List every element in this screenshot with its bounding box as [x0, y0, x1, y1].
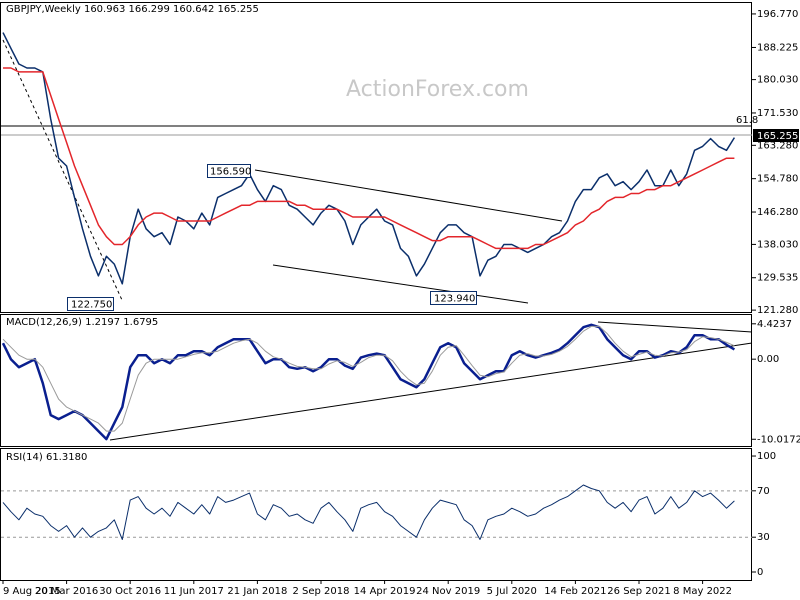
- y-tick-label: 0: [757, 567, 763, 578]
- watermark: ActionForex.com: [346, 77, 529, 102]
- y-tick-label: 171.530: [757, 108, 798, 119]
- annotation-box: [67, 297, 114, 311]
- x-tick-label: 26 Sep 2021: [607, 586, 670, 597]
- y-tick-label: 121.280: [757, 305, 798, 316]
- y-tick-label: 180.030: [757, 75, 798, 86]
- trendline: [597, 321, 753, 333]
- price-label-box: [753, 129, 799, 142]
- annotation: 61.8: [736, 115, 758, 126]
- y-tick-label: -10.0172: [757, 434, 800, 445]
- y-tick-label: 138.030: [757, 239, 798, 250]
- annotation-box: [207, 164, 251, 178]
- x-tick-label: 2 Sep 2018: [292, 586, 349, 597]
- series-line: [2, 484, 735, 540]
- y-tick-label: 129.535: [757, 273, 798, 284]
- annotation-box: [430, 291, 477, 305]
- x-tick-label: 21 Jan 2018: [227, 586, 287, 597]
- annotation: 156.590: [210, 167, 251, 178]
- macd-title: MACD(12,26,9) 1.2197 1.6795: [6, 317, 158, 328]
- x-tick-label: 14 Apr 2019: [354, 586, 416, 597]
- price-panel: [0, 2, 752, 313]
- price-label: 165.255: [757, 131, 798, 142]
- rsi-title: RSI(14) 61.3180: [6, 452, 87, 463]
- plots: 196.770 188.225 180.030 171.530 163.280 154.7…: [1, 9, 800, 597]
- y-tick-label: 146.280: [757, 207, 798, 218]
- x-tick-label: 14 Feb 2021: [544, 586, 606, 597]
- x-tick-label: 11 Jun 2017: [164, 586, 224, 597]
- x-tick-label: 30 Oct 2016: [99, 586, 161, 597]
- annotation: 123.940: [434, 294, 475, 305]
- x-tick-label: 20 Mar 2016: [35, 586, 98, 597]
- trendline: [109, 342, 753, 441]
- chart-title: GBPJPY,Weekly 160.963 166.299 160.642 16…: [6, 4, 259, 15]
- trendline: [254, 169, 563, 222]
- series-line: [2, 325, 735, 432]
- y-tick-label: 196.770: [757, 9, 798, 20]
- y-tick-label: 70: [757, 486, 770, 497]
- series-line: [3, 67, 735, 250]
- macd-panel: [0, 314, 752, 447]
- y-tick-label: 0.00: [757, 354, 779, 365]
- rsi-panel: [0, 448, 752, 581]
- y-tick-label: 100: [757, 451, 776, 462]
- y-tick-label: 163.280: [757, 140, 798, 151]
- y-tick-label: 30: [757, 532, 770, 543]
- y-tick-label: 188.225: [757, 42, 798, 53]
- y-tick-label: 4.4237: [757, 319, 792, 330]
- series-line: [1, 323, 736, 441]
- annotation: 122.750: [71, 300, 112, 311]
- x-tick-label: 8 May 2022: [673, 586, 732, 597]
- x-tick-label: 24 Nov 2019: [416, 586, 480, 597]
- trendline: [272, 264, 529, 304]
- x-tick-label: 9 Aug 2015: [3, 586, 61, 597]
- x-tick-label: 5 Jul 2020: [487, 586, 537, 597]
- y-tick-label: 154.780: [757, 174, 798, 185]
